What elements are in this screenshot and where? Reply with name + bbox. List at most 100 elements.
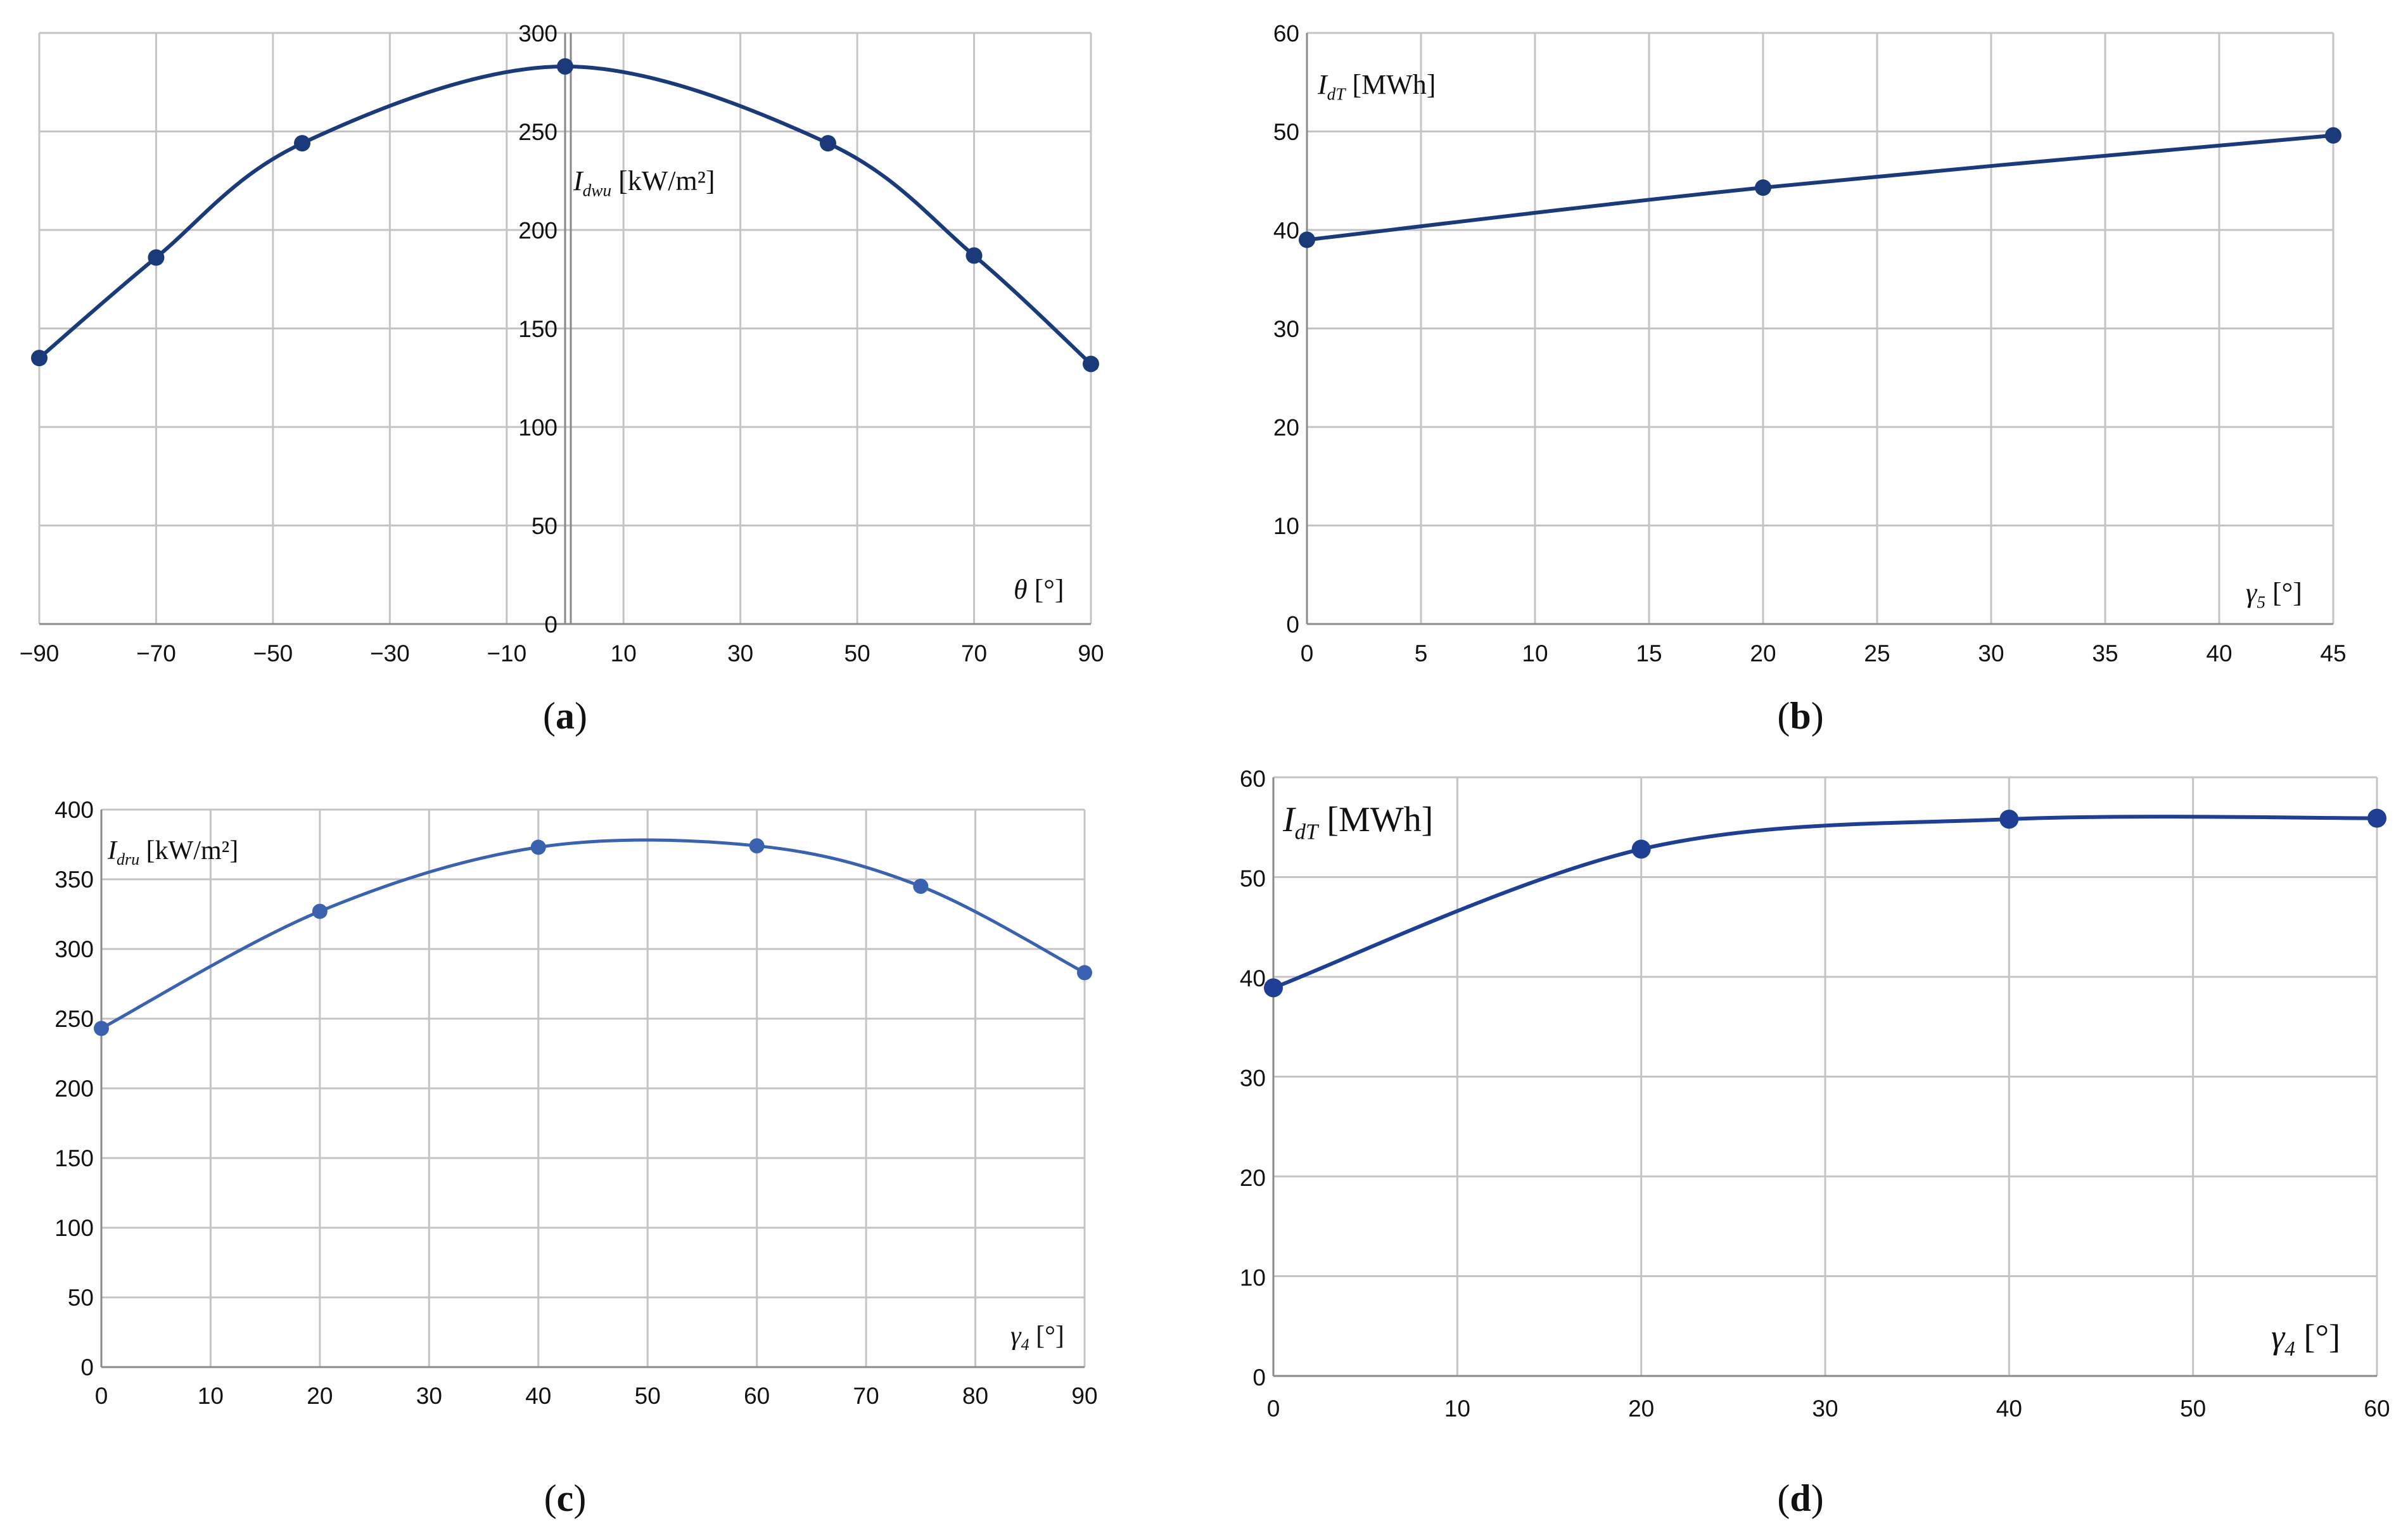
x-tick-label: 60	[2364, 1396, 2390, 1422]
data-point	[1299, 231, 1315, 248]
x-tick-label: −50	[253, 640, 293, 666]
data-point	[2325, 127, 2341, 144]
y-tick-label: 100	[518, 414, 557, 440]
y-tick-label: 200	[518, 217, 557, 243]
y-axis-label-subscript: dru	[117, 850, 139, 869]
y-tick-label: 250	[54, 1006, 94, 1032]
y-tick-label: 40	[1240, 965, 1266, 991]
chart-panel-a: −90 −70 −50 −30 −10 10 30 50 70 90 0 50 100 150 200 250…	[20, 20, 1104, 737]
x-tick-label: 45	[2320, 640, 2346, 666]
panel-label-close: )	[575, 695, 587, 737]
x-tick-label: 0	[1301, 640, 1314, 666]
y-tick-label: 0	[80, 1354, 94, 1380]
y-axis-label: IdT [MWh]	[1317, 69, 1436, 104]
data-point	[557, 58, 573, 75]
y-axis-label: Idru [kW/m²]	[107, 836, 238, 869]
x-tick-label: 90	[1071, 1383, 1097, 1409]
data-point	[1999, 810, 2019, 829]
series-line	[100, 838, 1086, 1030]
panel-label-open: (	[543, 695, 556, 737]
y-axis-label-symbol: I	[573, 165, 584, 196]
y-tick-label: 30	[1240, 1066, 1266, 1092]
x-tick-label: 40	[2206, 640, 2232, 666]
x-tick-label: −70	[136, 640, 176, 666]
data-point	[2367, 808, 2386, 828]
data-point	[1083, 355, 1099, 372]
panel-label-letter: d	[1790, 1477, 1811, 1519]
y-tick-label: 250	[518, 119, 557, 145]
y-tick-label: 300	[54, 936, 94, 962]
x-tick-label: −30	[370, 640, 410, 666]
y-tick-label: 100	[54, 1215, 94, 1241]
series-line	[1272, 815, 2378, 990]
panel-label-letter: b	[1790, 695, 1811, 737]
data-point	[1755, 179, 1771, 196]
y-axis-label-symbol: I	[1317, 69, 1328, 100]
y-tick-label: 150	[518, 316, 557, 342]
y-tick-label: 0	[1286, 611, 1299, 637]
x-tick-label: 30	[1812, 1396, 1838, 1422]
panel-label-letter: c	[557, 1477, 574, 1519]
panel-label-close: )	[573, 1477, 586, 1519]
x-tick-label: −10	[487, 640, 526, 666]
x-axis-label: γ4 [°]	[2271, 1318, 2340, 1361]
panel-label: (d)	[1777, 1477, 1823, 1519]
data-point	[530, 839, 546, 855]
x-axis-label-unit: [°]	[2295, 1318, 2340, 1356]
data-point	[749, 838, 765, 854]
x-tick-label: 30	[416, 1383, 442, 1409]
y-axis-label-subscript: dT	[1327, 85, 1347, 104]
y-tick-label: 20	[1273, 414, 1299, 440]
x-axis-label: θ [°]	[1014, 574, 1064, 605]
y-axis-label-unit: [MWh]	[1345, 69, 1436, 100]
y-tick-label: 60	[1240, 766, 1266, 792]
data-point	[148, 249, 165, 266]
x-tick-label: 10	[1444, 1396, 1470, 1422]
data-point	[913, 879, 929, 894]
x-axis-label: γ5 [°]	[2246, 577, 2302, 612]
y-tick-label: 0	[544, 611, 557, 637]
x-axis-label-subscript: 5	[2257, 593, 2265, 612]
panel-label-open: (	[1777, 695, 1790, 737]
x-tick-label: 90	[1078, 640, 1104, 666]
data-point	[1077, 965, 1092, 981]
y-tick-label: 50	[1240, 866, 1266, 892]
panel-label-letter: a	[556, 695, 575, 737]
x-tick-label: 0	[95, 1383, 108, 1409]
x-axis-label-unit: [°]	[1029, 1321, 1064, 1351]
x-tick-label: 20	[1628, 1396, 1654, 1422]
y-tick-label: 150	[54, 1145, 94, 1171]
y-tick-label: 10	[1240, 1265, 1266, 1291]
x-tick-label: 10	[1522, 640, 1548, 666]
data-point	[965, 247, 983, 264]
y-tick-label: 300	[518, 20, 557, 46]
x-tick-label: 10	[611, 640, 637, 666]
y-axis-label-symbol: I	[1282, 800, 1296, 839]
data-point	[1264, 978, 1283, 998]
data-point	[312, 903, 328, 919]
chart-panel-c: 0 10 20 30 40 50 60 70 80 90 0 50 100 150 200 250 300 350…	[54, 797, 1097, 1519]
y-tick-label: 400	[54, 797, 94, 823]
x-tick-label: 20	[307, 1383, 333, 1409]
panel-label: (b)	[1777, 695, 1823, 737]
x-tick-label: 60	[744, 1383, 770, 1409]
x-tick-label: 20	[1750, 640, 1776, 666]
series-line	[1306, 133, 2334, 242]
panel-label-close: )	[1811, 1477, 1824, 1519]
y-axis-label-unit: [kW/m²]	[611, 165, 715, 196]
x-tick-label: 70	[961, 640, 987, 666]
x-axis-label-subscript: 4	[1021, 1335, 1029, 1354]
x-axis-label-subscript: 4	[2284, 1337, 2295, 1361]
y-tick-label: 20	[1240, 1165, 1266, 1191]
x-tick-label: 30	[1978, 640, 2004, 666]
y-tick-label: 40	[1273, 217, 1299, 243]
data-point	[820, 135, 836, 152]
x-tick-label: 50	[635, 1383, 661, 1409]
data-point	[1631, 839, 1651, 859]
y-axis-label-symbol: I	[107, 836, 118, 865]
y-tick-label: 50	[532, 513, 557, 539]
x-tick-label: 0	[1267, 1396, 1280, 1422]
x-tick-label: 5	[1415, 640, 1428, 666]
y-tick-label: 50	[1273, 119, 1299, 145]
x-tick-label: 10	[198, 1383, 224, 1409]
